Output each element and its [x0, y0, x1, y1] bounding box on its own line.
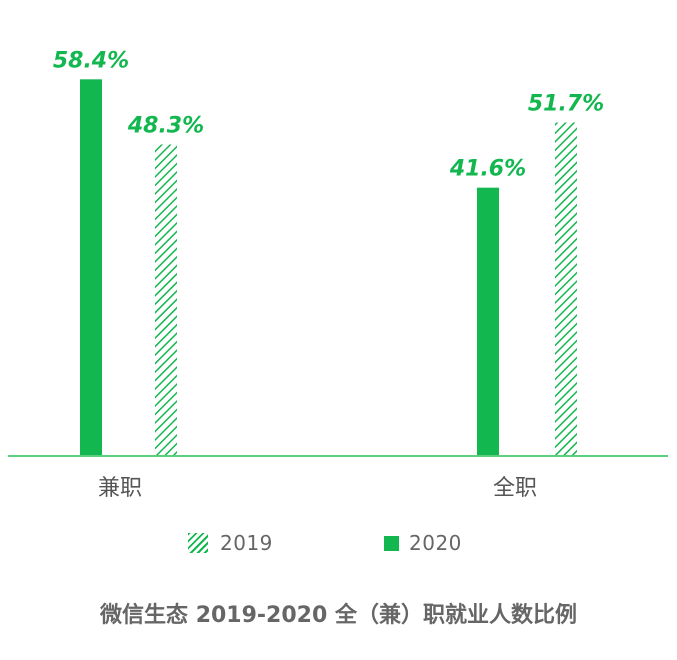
bar-2019-1 — [555, 122, 577, 456]
bar-2020-1 — [477, 187, 499, 456]
data-label-2020-1: 41.6% — [449, 157, 526, 182]
legend-swatch-2019 — [188, 533, 208, 553]
category-label-fulltime: 全职 — [493, 476, 538, 501]
legend-label-2020: 2020 — [409, 531, 462, 555]
legend-item-2019: 2019 — [188, 528, 273, 558]
legend-item-2020: 2020 — [384, 528, 462, 558]
legend-swatch-2020 — [384, 535, 399, 551]
legend: 2019 2020 — [0, 528, 677, 558]
bar-2020-0 — [80, 79, 102, 456]
bar-chart: 58.4% 41.6% 48.3% 51.7% — [8, 48, 668, 457]
data-label-2019-1: 51.7% — [528, 92, 604, 117]
data-label-2019-0: 48.3% — [127, 113, 204, 138]
category-label-parttime: 兼职 — [98, 476, 143, 501]
chart-caption: 微信生态 2019-2020 全（兼）职就业人数比例 — [100, 603, 577, 628]
legend-label-2019: 2019 — [220, 531, 273, 555]
bar-2019-0 — [155, 144, 177, 456]
data-label-2020-0: 58.4% — [53, 48, 129, 73]
